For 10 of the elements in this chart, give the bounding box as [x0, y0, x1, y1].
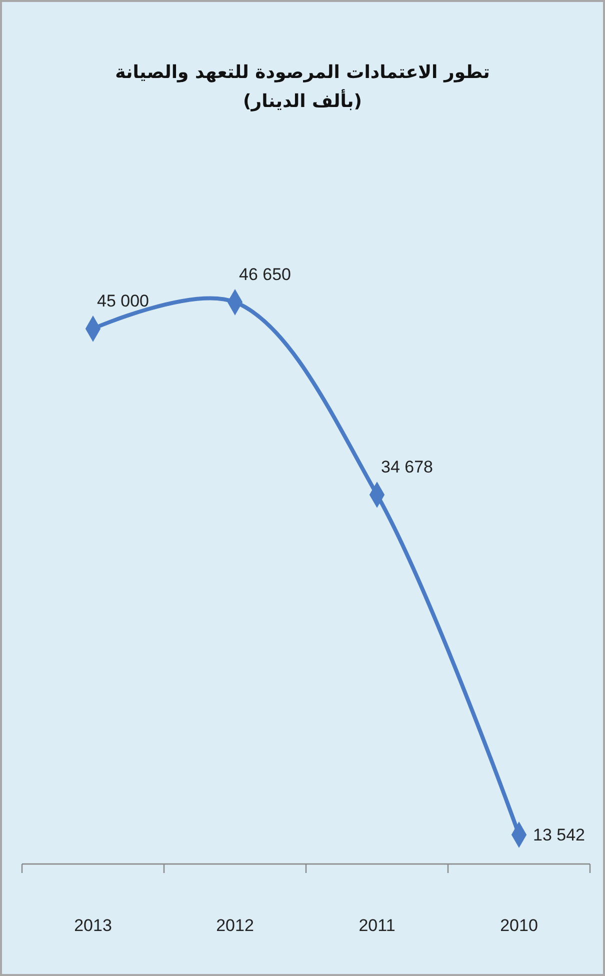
x-tick-label: 2011: [358, 916, 396, 935]
chart-title: تطور الاعتمادات المرصودة للتعهد والصيانة: [115, 62, 490, 83]
data-label: 46 650: [239, 265, 291, 284]
x-tick-label: 2012: [216, 916, 254, 935]
data-label: 45 000: [97, 292, 149, 311]
data-label: 13 542: [533, 826, 585, 845]
chart-subtitle: (بألف الدينار): [243, 89, 362, 112]
x-tick-label: 2013: [74, 916, 112, 935]
data-label: 34 678: [381, 458, 433, 477]
x-tick-label: 2010: [500, 916, 538, 935]
